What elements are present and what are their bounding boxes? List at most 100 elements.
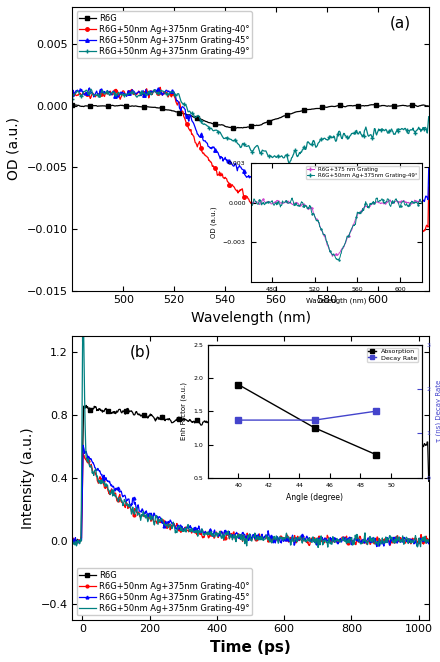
R6G+50nm Ag+375nm Grating-40°: [348, 535, 353, 543]
Y-axis label: OD (a.u.): OD (a.u.): [7, 117, 21, 180]
Line: Decay Rate: Decay Rate: [235, 408, 379, 424]
R6G: [348, 436, 353, 444]
Line: R6G+50nm Ag+375nm Grating-40°: R6G+50nm Ag+375nm Grating-40°: [71, 85, 430, 235]
R6G+50nm Ag+375nm Grating-40°: [171, 521, 176, 529]
R6G+50nm Ag+375nm Grating-49°: [70, 95, 75, 103]
R6G+50nm Ag+375nm Grating-49°: [419, 126, 424, 134]
R6G+50nm Ag+375nm Grating-45°: [282, 185, 288, 193]
R6G+50nm Ag+375nm Grating-49°: [282, 152, 288, 160]
R6G+50nm Ag+375nm Grating-45°: [426, 165, 431, 173]
R6G+50nm Ag+375nm Grating-45°: [183, 525, 188, 533]
R6G: [240, 124, 245, 132]
R6G+50nm Ag+375nm Grating-40°: [81, 449, 86, 457]
R6G: [70, 537, 75, 545]
R6G: [84, 401, 89, 409]
R6G+50nm Ag+375nm Grating-45°: [418, 205, 423, 213]
R6G+50nm Ag+375nm Grating-40°: [419, 224, 424, 232]
R6G+50nm Ag+375nm Grating-40°: [70, 536, 75, 544]
R6G+50nm Ag+375nm Grating-49°: [171, 518, 176, 526]
Decay Rate: [373, 407, 378, 415]
R6G+50nm Ag+375nm Grating-40°: [363, 219, 368, 227]
R6G+50nm Ag+375nm Grating-40°: [263, 201, 268, 209]
R6G+50nm Ag+375nm Grating-45°: [171, 520, 176, 528]
R6G+50nm Ag+375nm Grating-49°: [81, 297, 86, 305]
Line: R6G: R6G: [71, 404, 430, 544]
R6G: [410, 101, 415, 109]
Text: (b): (b): [129, 344, 151, 359]
R6G: [426, 102, 431, 110]
R6G+50nm Ag+375nm Grating-49°: [183, 526, 188, 534]
R6G: [242, 124, 247, 132]
R6G+50nm Ag+375nm Grating-49°: [426, 536, 431, 544]
R6G+50nm Ag+375nm Grating-40°: [158, 519, 163, 527]
R6G+50nm Ag+375nm Grating-49°: [315, 544, 321, 551]
R6G+50nm Ag+375nm Grating-40°: [158, 83, 163, 91]
R6G: [171, 418, 176, 426]
R6G+50nm Ag+375nm Grating-49°: [304, 536, 309, 544]
X-axis label: Wavelength (nm): Wavelength (nm): [191, 311, 311, 325]
R6G+50nm Ag+375nm Grating-49°: [242, 141, 247, 149]
R6G+50nm Ag+375nm Grating-40°: [392, 538, 397, 546]
X-axis label: Time (ps): Time (ps): [210, 640, 291, 655]
R6G: [234, 124, 239, 132]
R6G+50nm Ag+375nm Grating-45°: [363, 195, 368, 203]
Text: (a): (a): [390, 15, 411, 30]
R6G+50nm Ag+375nm Grating-40°: [70, 90, 75, 98]
R6G+50nm Ag+375nm Grating-45°: [70, 536, 75, 544]
R6G: [419, 101, 424, 109]
R6G+50nm Ag+375nm Grating-49°: [392, 540, 397, 547]
R6G+50nm Ag+375nm Grating-40°: [282, 209, 288, 216]
R6G+50nm Ag+375nm Grating-45°: [158, 513, 163, 521]
R6G+50nm Ag+375nm Grating-45°: [392, 538, 397, 546]
Line: R6G+50nm Ag+375nm Grating-40°: R6G+50nm Ag+375nm Grating-40°: [71, 451, 430, 547]
R6G: [158, 414, 163, 422]
Legend: R6G, R6G+50nm Ag+375nm Grating-40°, R6G+50nm Ag+375nm Grating-45°, R6G+50nm Ag+3: R6G, R6G+50nm Ag+375nm Grating-40°, R6G+…: [77, 568, 252, 616]
R6G+50nm Ag+375nm Grating-45°: [419, 200, 424, 208]
R6G+50nm Ag+375nm Grating-45°: [240, 166, 245, 173]
Line: R6G+50nm Ag+375nm Grating-45°: R6G+50nm Ag+375nm Grating-45°: [71, 86, 430, 211]
Y-axis label: Intensity (a.u.): Intensity (a.u.): [21, 427, 35, 529]
R6G+50nm Ag+375nm Grating-49°: [263, 147, 268, 155]
R6G+50nm Ag+375nm Grating-40°: [304, 538, 309, 545]
R6G+50nm Ag+375nm Grating-40°: [242, 195, 247, 203]
R6G: [392, 440, 397, 448]
R6G: [70, 101, 75, 109]
R6G: [305, 430, 310, 438]
R6G: [426, 477, 431, 485]
R6G+50nm Ag+375nm Grating-40°: [240, 185, 245, 193]
R6G+50nm Ag+375nm Grating-40°: [426, 183, 431, 191]
R6G+50nm Ag+375nm Grating-49°: [363, 123, 369, 131]
R6G+50nm Ag+375nm Grating-49°: [88, 85, 94, 93]
R6G+50nm Ag+375nm Grating-45°: [87, 84, 92, 92]
R6G+50nm Ag+375nm Grating-45°: [374, 543, 379, 551]
R6G+50nm Ag+375nm Grating-45°: [263, 178, 268, 186]
R6G+50nm Ag+375nm Grating-45°: [242, 170, 247, 178]
R6G+50nm Ag+375nm Grating-40°: [410, 230, 415, 238]
R6G+50nm Ag+375nm Grating-45°: [304, 532, 309, 540]
R6G+50nm Ag+375nm Grating-49°: [70, 537, 75, 545]
R6G+50nm Ag+375nm Grating-49°: [158, 517, 163, 525]
R6G: [363, 102, 368, 110]
R6G+50nm Ag+375nm Grating-40°: [387, 542, 392, 549]
R6G+50nm Ag+375nm Grating-45°: [426, 540, 431, 547]
Line: R6G+50nm Ag+375nm Grating-49°: R6G+50nm Ag+375nm Grating-49°: [72, 301, 429, 547]
R6G+50nm Ag+375nm Grating-40°: [426, 537, 431, 545]
R6G+50nm Ag+375nm Grating-49°: [426, 113, 431, 120]
Line: R6G+50nm Ag+375nm Grating-49°: R6G+50nm Ag+375nm Grating-49°: [70, 87, 431, 166]
Decay Rate: [236, 416, 241, 424]
R6G: [183, 416, 189, 424]
R6G+50nm Ag+375nm Grating-45°: [348, 534, 353, 542]
Legend: R6G, R6G+50nm Ag+375nm Grating-40°, R6G+50nm Ag+375nm Grating-45°, R6G+50nm Ag+3: R6G, R6G+50nm Ag+375nm Grating-40°, R6G+…: [77, 11, 252, 58]
R6G+50nm Ag+375nm Grating-40°: [183, 523, 188, 531]
R6G: [263, 118, 268, 126]
Line: R6G+50nm Ag+375nm Grating-45°: R6G+50nm Ag+375nm Grating-45°: [71, 444, 430, 548]
Line: R6G: R6G: [71, 103, 430, 130]
R6G+50nm Ag+375nm Grating-49°: [240, 140, 245, 148]
R6G+50nm Ag+375nm Grating-45°: [81, 442, 86, 449]
R6G+50nm Ag+375nm Grating-49°: [348, 536, 353, 544]
R6G: [282, 112, 288, 120]
Decay Rate: [312, 416, 317, 424]
R6G+50nm Ag+375nm Grating-49°: [287, 160, 292, 167]
R6G+50nm Ag+375nm Grating-45°: [70, 91, 75, 99]
Y-axis label: τ (ns) Decay Rate: τ (ns) Decay Rate: [436, 380, 440, 442]
